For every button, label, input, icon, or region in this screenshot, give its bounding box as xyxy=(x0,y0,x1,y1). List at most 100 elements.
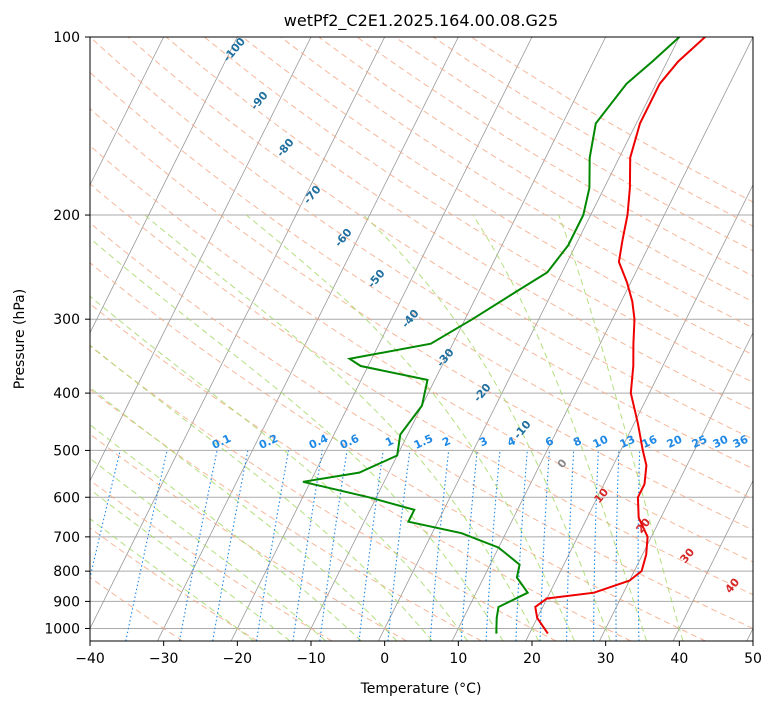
mixing-ratio-label: 25 xyxy=(690,433,709,451)
isotherm-line xyxy=(90,37,165,186)
moist-adiabat xyxy=(363,214,611,641)
isotherm-line xyxy=(672,479,753,641)
y-tick-label: 200 xyxy=(53,208,80,224)
dry-adiabat xyxy=(127,37,753,440)
mixing-ratio-line xyxy=(460,450,478,641)
dry-adiabat xyxy=(90,108,753,531)
x-tick-label: 30 xyxy=(597,651,615,667)
dry-adiabat xyxy=(356,37,753,277)
y-tick-label: 300 xyxy=(53,312,80,328)
moist-adiabat-label: 20 xyxy=(633,515,653,535)
mixing-ratio-label: 0.6 xyxy=(338,432,361,452)
mixing-ratio-line xyxy=(212,450,249,641)
moist-adiabat xyxy=(90,237,504,641)
mixing-ratio-line xyxy=(615,450,620,641)
moist-adiabat xyxy=(90,457,327,641)
x-tick-label: −10 xyxy=(296,651,326,667)
x-tick-label: 40 xyxy=(670,651,688,667)
isotherm-line xyxy=(746,627,753,641)
x-axis-label: Temperature (°C) xyxy=(360,681,482,697)
y-tick-label: 100 xyxy=(53,30,80,46)
x-tick-label: 0 xyxy=(380,651,389,667)
dry-adiabat xyxy=(90,388,482,641)
background-lines xyxy=(90,37,753,641)
mixing-ratio-line xyxy=(387,450,411,641)
mixing-ratio-line xyxy=(593,450,599,641)
dry-adiabat-label: -100 xyxy=(220,35,248,65)
dry-adiabat xyxy=(471,37,753,203)
mixing-ratio-line xyxy=(358,450,384,641)
dry-adiabat xyxy=(90,479,333,641)
moist-adiabat xyxy=(90,518,255,641)
dry-adiabat xyxy=(90,222,753,630)
y-tick-label: 400 xyxy=(53,386,80,402)
mixing-ratio-label: 1.5 xyxy=(412,432,435,452)
dry-adiabat xyxy=(90,183,753,596)
y-tick-label: 600 xyxy=(53,490,80,506)
plot-frame xyxy=(89,36,754,642)
x-tick-label: −40 xyxy=(75,651,105,667)
mixing-ratio-label: 1 xyxy=(383,434,395,449)
dry-adiabat xyxy=(242,37,753,356)
isotherm-line xyxy=(525,183,753,641)
dry-adiabat xyxy=(90,345,557,641)
dry-adiabat xyxy=(280,37,753,329)
dry-adiabat xyxy=(318,37,753,303)
isotherm-line xyxy=(90,37,238,334)
moist-adiabat-label: 30 xyxy=(677,545,697,565)
dry-adiabat xyxy=(90,145,753,563)
moist-adiabat xyxy=(472,214,648,641)
moist-adiabat xyxy=(245,214,575,641)
dry-adiabat-label: -50 xyxy=(365,267,388,291)
dry-adiabat xyxy=(90,303,632,641)
mixing-ratio-label: 36 xyxy=(731,433,751,451)
dry-adiabat xyxy=(90,71,753,500)
dry-adiabat-label: -70 xyxy=(301,183,324,207)
mixing-ratio-label: 3 xyxy=(477,434,489,449)
y-tick-label: 800 xyxy=(53,564,80,580)
moist-adiabat xyxy=(90,424,362,641)
y-tick-label: 900 xyxy=(53,594,80,610)
moist-adiabat xyxy=(144,214,540,641)
dry-adiabat xyxy=(165,37,753,411)
isotherm-line xyxy=(230,37,533,641)
isotherm-line xyxy=(90,37,386,630)
x-tick-label: −20 xyxy=(223,651,253,667)
mixing-ratio-label: 16 xyxy=(640,433,660,451)
dry-adiabat-label: -80 xyxy=(274,136,297,160)
mixing-ratio-label: 0.1 xyxy=(210,432,233,452)
moist-adiabat xyxy=(90,295,468,641)
mixing-ratio-line xyxy=(637,450,641,641)
dry-adiabat xyxy=(432,37,753,227)
x-tick-label: −30 xyxy=(149,651,179,667)
dry-adiabat xyxy=(90,576,183,641)
y-axis-label: Pressure (hPa) xyxy=(12,289,28,389)
dry-adiabat xyxy=(90,433,407,641)
mixing-ratio-line xyxy=(255,450,290,641)
y-tick-label: 500 xyxy=(53,443,80,459)
y-axis: 100 200 300 400 500 600 700 800 900 1000 xyxy=(44,30,90,637)
moist-adiabat xyxy=(90,344,433,641)
y-tick-label: 700 xyxy=(53,530,80,546)
mixing-ratio-line xyxy=(292,450,323,641)
mixing-ratio-label: 13 xyxy=(618,433,637,451)
dry-adiabat-label: -90 xyxy=(248,89,271,113)
isotherm-line xyxy=(157,37,459,641)
mixing-ratio-line xyxy=(90,450,121,581)
x-tick-label: 10 xyxy=(449,651,467,667)
dry-adiabat xyxy=(90,262,706,641)
isotherm-line xyxy=(378,37,680,641)
x-axis: −40 −30 −20 −10 0 10 20 30 40 50 xyxy=(75,641,762,667)
mixing-ratio-label: 20 xyxy=(665,433,685,451)
mixing-ratio-label: 30 xyxy=(711,433,731,451)
dry-adiabat xyxy=(90,37,753,470)
chart-title: wetPf2_C2E1.2025.164.00.08.G25 xyxy=(284,11,558,31)
temperature-line xyxy=(534,37,706,635)
dry-adiabat xyxy=(204,37,753,383)
x-tick-label: 20 xyxy=(523,651,541,667)
mixing-ratio-line xyxy=(319,450,348,641)
mixing-ratio-line xyxy=(125,450,168,641)
mixing-ratio-label: 10 xyxy=(591,433,611,451)
mixing-ratio-line xyxy=(429,450,450,641)
